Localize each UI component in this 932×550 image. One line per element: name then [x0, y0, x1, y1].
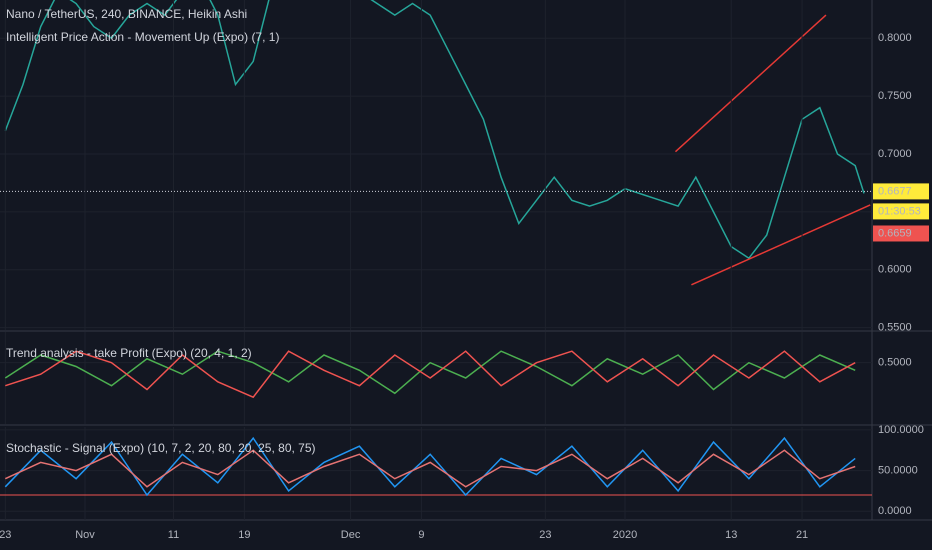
countdown-box — [873, 203, 929, 220]
series-line — [4, 0, 865, 260]
x-tick-label: 11 — [168, 529, 179, 541]
x-tick-label: 21 — [796, 529, 808, 541]
x-tick-label: 23 — [539, 529, 551, 541]
x-tick-label: 13 — [725, 529, 737, 541]
y-tick-label: 0.5000 — [878, 357, 912, 369]
price-label-box — [873, 183, 929, 200]
x-tick-label: Nov — [75, 529, 95, 541]
y-tick-label: 0.8000 — [878, 32, 912, 44]
series-line — [4, 436, 856, 497]
series-line — [5, 350, 856, 399]
price-label: 0.6677 — [878, 185, 912, 197]
y-tick-label: 100.0000 — [878, 424, 924, 436]
pane — [0, 350, 872, 399]
chart-subtitle: Intelligent Price Action - Movement Up (… — [6, 30, 279, 44]
chart-title: Nano / TetherUS, 240, BINANCE, Heikin As… — [6, 7, 247, 21]
trend-line — [691, 204, 871, 286]
x-tick-label: 19 — [238, 529, 250, 541]
y-tick-label: 0.6000 — [878, 264, 912, 276]
trend-line — [674, 14, 827, 153]
series-line — [4, 449, 856, 488]
pane — [0, 429, 872, 512]
pane — [0, 0, 872, 329]
chart-title: Stochastic - Signal (Expo) (10, 7, 2, 20… — [6, 441, 316, 455]
y-tick-label: 50.0000 — [878, 464, 918, 476]
series-line — [4, 350, 856, 395]
y-tick-label: 0.0000 — [878, 505, 912, 517]
x-tick-label: 9 — [418, 529, 424, 541]
x-tick-label: 2020 — [613, 529, 637, 541]
y-tick-label: 0.5500 — [878, 322, 912, 334]
x-tick-label: Dec — [341, 529, 361, 541]
y-tick-label: 0.7500 — [878, 90, 912, 102]
price-label-box — [873, 225, 929, 242]
x-tick-label: 23 — [0, 529, 11, 541]
y-tick-label: 0.7000 — [878, 148, 912, 160]
countdown: 01:30:53 — [878, 205, 921, 217]
chart-title: Trend analysis - take Profit (Expo) (20,… — [6, 346, 252, 360]
price-label: 0.6659 — [878, 227, 912, 239]
